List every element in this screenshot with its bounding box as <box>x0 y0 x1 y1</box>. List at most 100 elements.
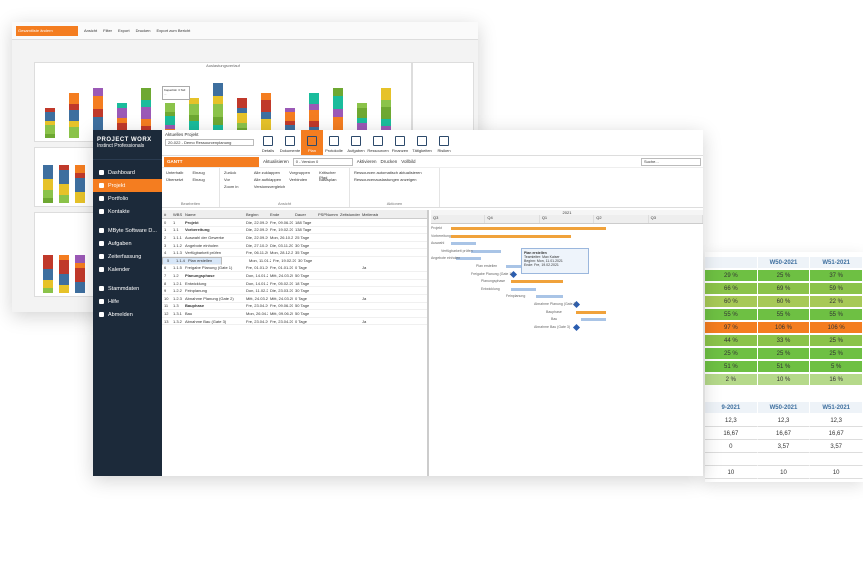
gantt-bar[interactable] <box>511 287 536 291</box>
tool-bearbeiten-3[interactable]: Einzug <box>192 177 205 182</box>
tool-ansicht-6[interactable]: Verbinden <box>289 177 308 182</box>
ribbon-4[interactable]: Aufgaben <box>345 130 367 155</box>
content-area: Aktuelles Projekt 20-022 - Demo Ressourc… <box>162 130 704 476</box>
grid-header-cell[interactable]: Zeitstunden <box>340 211 360 217</box>
chart-bar-segment <box>237 113 247 123</box>
gantt-bar[interactable] <box>511 280 563 284</box>
grid-header-cell[interactable]: Meilenstein <box>362 211 378 217</box>
ribbon-8[interactable]: Risiken <box>433 130 455 155</box>
gantt-bar[interactable] <box>536 295 563 299</box>
tool-aktionen-0[interactable]: Ressourcen automatisch aktualisieren <box>354 170 422 175</box>
tool-bearbeiten-2[interactable]: Übersetzt <box>166 177 184 182</box>
gantt-bar[interactable] <box>451 242 476 246</box>
sidebar-item-1[interactable]: Projekt <box>93 179 162 192</box>
gantt-bar[interactable] <box>471 249 501 253</box>
tool-aktionen-1[interactable]: Ressourcenauslastungen anzeigen <box>354 177 417 182</box>
ribbon-2[interactable]: Plan <box>301 130 323 155</box>
tool-ansicht-2[interactable]: Vorgruppen <box>289 170 310 175</box>
sidebar-item-9[interactable]: Hilfe <box>93 295 162 308</box>
table-row[interactable]: 6 1.1.5 Freigabe Planung (Gate 1) Fre, 01.0… <box>162 265 427 273</box>
grid-cell: Mitt, 24.03.2021 <box>270 272 293 278</box>
gantt-bar[interactable] <box>456 257 481 261</box>
tool-ansicht-9[interactable]: Versionsvergleich <box>253 184 286 189</box>
grid-header-cell[interactable]: Dauer <box>295 211 306 217</box>
toolbar-filter[interactable]: Filter <box>103 28 113 33</box>
grid-cell: 5 <box>167 258 170 264</box>
sidebar-item-10[interactable]: Abmelden <box>93 308 162 321</box>
activate-button[interactable]: Aktivieren <box>356 159 377 164</box>
table-row[interactable]: 01 Projekt Die, 22.09.2020Fre, 09.06.20211… <box>162 219 427 227</box>
version-select[interactable]: 0 - Version 0 <box>292 157 353 166</box>
sidebar-item-2[interactable]: Portfolio <box>93 192 162 205</box>
grid-cell: Don, 11.02.2021 <box>246 288 268 294</box>
tool-bearbeiten-0[interactable]: Unterhalb <box>166 170 184 175</box>
ribbon-6[interactable]: Finanzen <box>389 130 411 155</box>
grid-header-cell[interactable]: WBS <box>173 211 183 217</box>
grid-header-cell[interactable]: Name <box>185 211 196 217</box>
table1-cell: 60 % <box>705 296 758 308</box>
grid-header-cell[interactable]: # <box>164 211 167 217</box>
tool-ansicht-3[interactable]: Kritischer Pfad <box>319 170 336 180</box>
gantt-bar[interactable] <box>576 310 606 314</box>
ribbon-0[interactable]: Details <box>257 130 279 155</box>
sidebar-item-6[interactable]: Zeiterfassung <box>93 250 162 263</box>
milestone-icon[interactable] <box>572 323 581 331</box>
sidebar-item-3[interactable]: Kontakte <box>93 205 162 218</box>
grid-cell: Fre, 23.04.2021 <box>270 318 293 324</box>
tab-gantt[interactable]: GANTT <box>164 156 259 167</box>
toolbar-view[interactable]: Ansicht <box>84 28 98 33</box>
grid-header-cell[interactable]: Ende <box>270 211 280 217</box>
tool-ansicht-5[interactable]: Alle aufklappen <box>253 177 282 182</box>
toolbar-export[interactable]: Export <box>118 28 130 33</box>
grid-header-cell[interactable]: PSPNummer <box>318 211 338 217</box>
gantt-bar[interactable] <box>581 318 606 322</box>
ribbon-7[interactable]: Tätigkeiten <box>411 130 433 155</box>
toolbar-print[interactable]: Drucken <box>135 28 151 33</box>
ribbon-3[interactable]: Protokolle <box>323 130 345 155</box>
chart-bar-segment <box>75 255 85 263</box>
grid-header-cell[interactable]: Beginn <box>246 211 259 217</box>
project-select[interactable]: 20-022 - Demo Ressourcenplanung <box>165 139 254 146</box>
table-row[interactable]: 11 1.3 Bauphase Fre, 23.04.2021Fre, 09.06.2… <box>162 303 427 311</box>
tool-ansicht-7[interactable]: Basisplan <box>319 177 337 182</box>
ribbon-1[interactable]: Dokumente <box>279 130 301 155</box>
fullscreen-button[interactable]: Vollbild <box>401 159 416 164</box>
search-input[interactable]: Suche... <box>641 157 701 166</box>
tool-bearbeiten-1[interactable]: Einzug <box>192 170 205 175</box>
chart-bar-segment <box>75 178 85 192</box>
print-button[interactable]: Drucken <box>380 159 398 164</box>
chart-bar-segment <box>69 127 79 138</box>
gantt-bar[interactable] <box>451 227 606 230</box>
ribbon-label: Dokumente <box>279 148 301 153</box>
tool-ansicht-8[interactable]: Zoom in <box>224 184 239 189</box>
sidebar-item-4[interactable]: MByte Software D... <box>93 224 162 237</box>
tool-ansicht-1[interactable]: Alle zuklappen <box>253 170 280 175</box>
grid-cell: 2 <box>164 234 167 240</box>
sidebar-item-0[interactable]: Dashboard <box>93 166 162 179</box>
sidebar-item-8[interactable]: Stammdaten <box>93 282 162 295</box>
sidebar-item-5[interactable]: Aufgaben <box>93 237 162 250</box>
tool-ansicht-0[interactable]: Zurück <box>224 170 237 175</box>
table-row[interactable]: 1 1.1 Vorbereitung Die, 22.09.2020Fre, 19.0… <box>162 227 427 235</box>
table-row[interactable]: 7 1.2 Planungsphase Don, 14.01.2021Mitt, 24… <box>162 272 427 280</box>
chart-bar-segment <box>141 119 151 126</box>
sidebar-item-label: Kontakte <box>108 208 130 215</box>
toolbar-report[interactable]: Export zum Bericht <box>156 28 191 33</box>
refresh-button[interactable]: Aktualisieren <box>263 159 289 164</box>
tool-ansicht-4[interactable]: Vor <box>224 177 231 182</box>
chart-bar-segment <box>43 269 53 280</box>
list-selector[interactable]: Gesamtliste ändern <box>16 25 78 36</box>
ribbon-5[interactable]: Ressourcen <box>367 130 389 155</box>
sidebar-item-7[interactable]: Kalender <box>93 263 162 276</box>
gantt-bar[interactable] <box>451 234 571 238</box>
table-row[interactable]: 10 1.2.3 Abnahme Planung (Gate 2) Mitt, 24.… <box>162 295 427 303</box>
